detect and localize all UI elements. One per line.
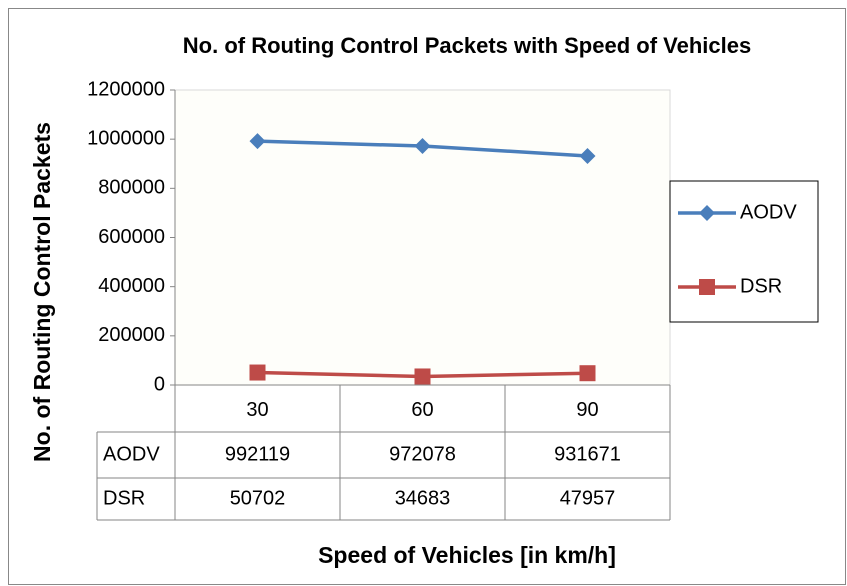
y-tick-label: 1200000 bbox=[87, 78, 165, 100]
data-point bbox=[414, 138, 431, 155]
x-tick-label: 60 bbox=[411, 399, 433, 421]
table-cell: 972078 bbox=[389, 443, 456, 465]
legend-label: AODV bbox=[740, 201, 797, 223]
y-tick-label: 1000000 bbox=[87, 127, 165, 149]
table-cell: 47957 bbox=[560, 487, 616, 509]
table-cell: 992119 bbox=[225, 443, 290, 465]
y-tick-label: 800000 bbox=[98, 177, 165, 199]
data-point bbox=[249, 133, 266, 150]
legend-box bbox=[669, 180, 819, 323]
chart-title: No. of Routing Control Packets with Spee… bbox=[183, 33, 751, 58]
y-tick-label: 400000 bbox=[98, 275, 165, 297]
x-tick-label: 30 bbox=[246, 399, 268, 421]
legend-label: DSR bbox=[740, 275, 782, 297]
table-cell: 50702 bbox=[230, 487, 286, 509]
data-point bbox=[579, 365, 596, 382]
y-tick-label: 0 bbox=[154, 373, 165, 395]
legend-marker bbox=[699, 205, 715, 221]
data-point bbox=[414, 368, 431, 385]
table-row-label: AODV bbox=[103, 443, 160, 465]
table-cell: 931671 bbox=[554, 443, 621, 465]
data-point bbox=[579, 147, 596, 164]
table-cell: 34683 bbox=[395, 487, 451, 509]
legend-marker bbox=[699, 279, 715, 295]
y-tick-label: 600000 bbox=[98, 226, 165, 248]
plot-area bbox=[174, 89, 671, 386]
x-axis-title: Speed of Vehicles [in km/h] bbox=[318, 542, 616, 568]
x-tick-label: 90 bbox=[576, 399, 598, 421]
y-axis-title: No. of Routing Control Packets bbox=[29, 122, 55, 462]
table-row-label: DSR bbox=[103, 487, 145, 509]
data-point bbox=[249, 364, 266, 381]
y-tick-label: 200000 bbox=[98, 324, 165, 346]
